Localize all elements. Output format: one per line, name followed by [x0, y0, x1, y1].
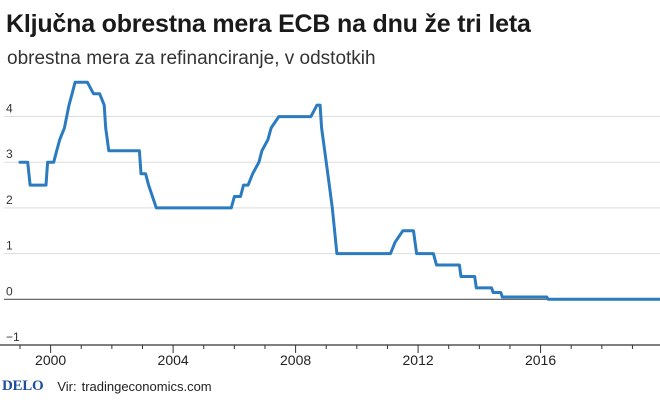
series-line — [18, 80, 660, 301]
series-group — [18, 80, 660, 301]
chart-title: Ključna obrestna mera ECB na dnu že tri … — [6, 10, 531, 38]
y-tick-label: −1 — [6, 330, 20, 344]
source-label: Vir: — [57, 378, 77, 394]
x-tick-label: 2004 — [158, 352, 189, 368]
x-tick-label: 2000 — [35, 352, 66, 368]
footer: DELO Vir: tradingeconomics.com — [0, 372, 660, 400]
line-chart: −1 0 1 2 3 4 2000 2004 2008 2012 2016 — [0, 80, 660, 368]
y-tick-labels: −1 0 1 2 3 4 — [6, 102, 20, 344]
x-tick-label: 2016 — [525, 352, 556, 368]
x-tick-label: 2008 — [280, 352, 311, 368]
y-tick-label: 2 — [6, 193, 13, 207]
x-ticks: 2000 2004 2008 2012 2016 — [19, 345, 633, 368]
y-tick-label: 1 — [6, 239, 13, 253]
chart-subtitle: obrestna mera za refinanciranje, v odsto… — [7, 48, 376, 69]
source-value: tradingeconomics.com — [81, 378, 212, 394]
delo-logo: DELO — [2, 377, 44, 394]
y-tick-label: 4 — [6, 102, 13, 116]
x-tick-label: 2012 — [403, 352, 434, 368]
y-tick-label: 3 — [6, 147, 13, 161]
y-tick-label: 0 — [6, 284, 13, 298]
y-gridlines — [4, 116, 660, 346]
